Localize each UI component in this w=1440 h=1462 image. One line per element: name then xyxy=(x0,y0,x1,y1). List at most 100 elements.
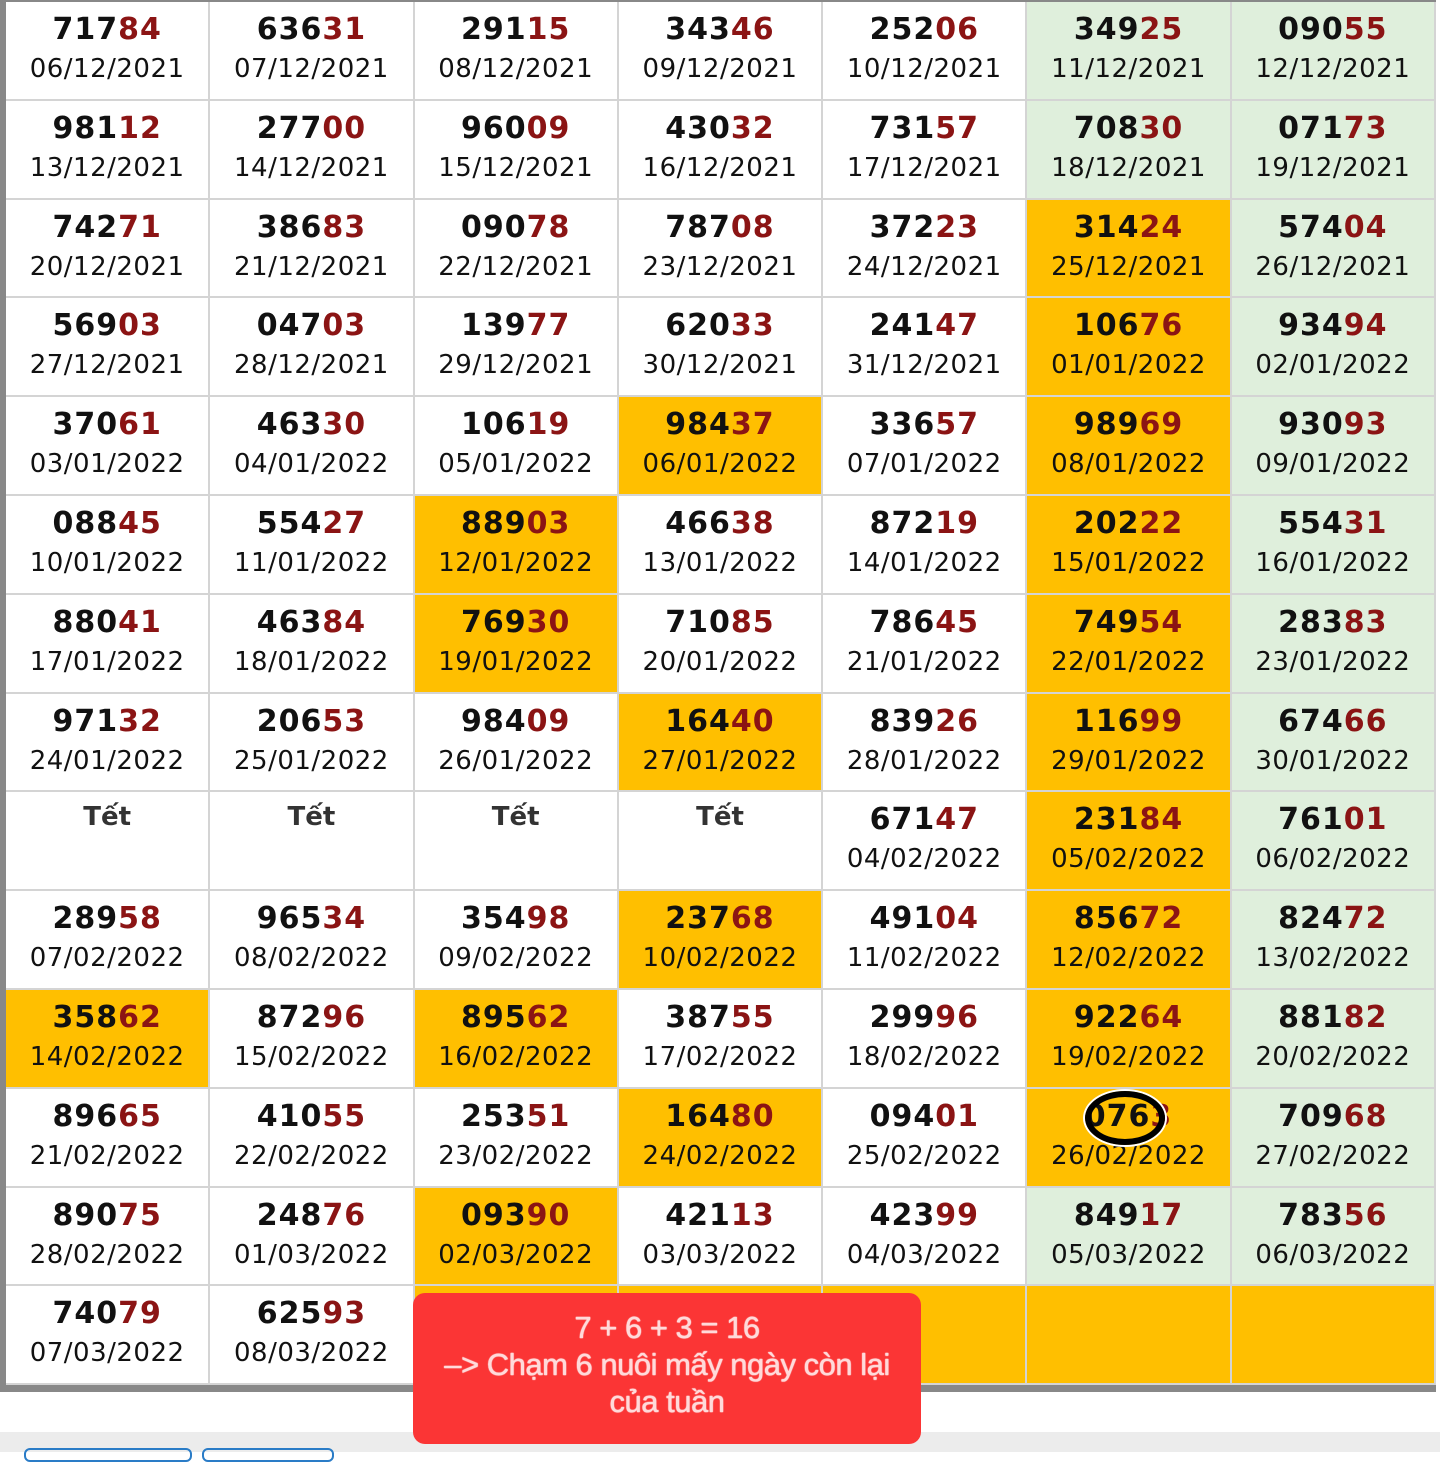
result-number: 76101 xyxy=(1232,802,1434,838)
popup-line: –> Chạm 6 nuôi mấy ngày còn lại xyxy=(444,1347,890,1382)
result-cell: 07173 19/12/2021 xyxy=(1231,100,1436,200)
result-number: 13977 xyxy=(415,308,617,344)
result-cell: 82472 13/02/2022 xyxy=(1231,891,1436,990)
number-head: 252 xyxy=(869,12,936,47)
number-tail: 13 xyxy=(730,1197,775,1233)
number-tail: 98 xyxy=(526,901,571,937)
number-head: 106 xyxy=(461,407,527,443)
number-tail: 78 xyxy=(526,209,571,245)
result-number: 29996 xyxy=(823,1000,1025,1036)
number-tail: 01 xyxy=(935,1098,979,1134)
result-number: 57404 xyxy=(1232,210,1434,246)
result-number: 96009 xyxy=(415,111,617,147)
number-tail: 26 xyxy=(935,703,979,739)
result-date: 22/02/2022 xyxy=(233,1140,389,1171)
result-number: 93494 xyxy=(1232,308,1434,344)
result-number: 84917 xyxy=(1027,1198,1229,1234)
number-tail: 94 xyxy=(1343,308,1388,344)
result-cell: 74079 07/03/2022 xyxy=(6,1286,211,1386)
result-date: 21/01/2022 xyxy=(846,646,1002,677)
result-cell: 87219 14/01/2022 xyxy=(823,495,1028,595)
number-tail: 40 xyxy=(730,703,775,739)
result-date: 09/12/2021 xyxy=(642,54,798,84)
result-date: 03/01/2022 xyxy=(29,449,185,480)
number-head: 872 xyxy=(869,505,936,541)
number-tail: 33 xyxy=(730,308,775,344)
result-number: 33657 xyxy=(823,407,1025,443)
result-date: 29/01/2022 xyxy=(1051,745,1206,776)
result-cell: 10619 05/01/2022 xyxy=(414,397,619,496)
result-cell: 49104 11/02/2022 xyxy=(823,891,1028,990)
result-date: 13/01/2022 xyxy=(642,547,798,578)
number-tail: 09 xyxy=(526,110,571,146)
number-head: 372 xyxy=(869,209,936,245)
number-tail: 64 xyxy=(1139,999,1184,1035)
number-head: 387 xyxy=(665,999,731,1035)
result-date: 07/02/2022 xyxy=(29,943,185,974)
number-tail: 03 xyxy=(322,308,367,344)
result-cell: 88182 20/02/2022 xyxy=(1231,989,1436,1089)
result-number: 76930 xyxy=(415,605,617,641)
result-number: 49104 xyxy=(823,901,1025,937)
number-head: 989 xyxy=(1073,407,1140,443)
result-number: 28383 xyxy=(1232,605,1434,641)
result-date: 04/03/2022 xyxy=(846,1239,1002,1270)
result-date: 25/12/2021 xyxy=(1051,251,1206,282)
number-tail: 32 xyxy=(118,703,162,739)
result-number: 98969 xyxy=(1027,407,1229,443)
number-tail: 19 xyxy=(526,407,571,443)
result-cell: 16480 24/02/2022 xyxy=(618,1088,824,1188)
number-head: 202 xyxy=(1073,505,1140,541)
number-tail: 80 xyxy=(730,1098,775,1134)
number-tail: 51 xyxy=(526,1098,571,1134)
result-date: 17/02/2022 xyxy=(642,1041,798,1072)
number-head: 248 xyxy=(256,1197,323,1233)
result-cell: 28958 07/02/2022 xyxy=(6,891,211,990)
number-head: 358 xyxy=(52,999,119,1035)
result-date: 04/01/2022 xyxy=(233,449,389,480)
result-cell: 63631 07/12/2021 xyxy=(210,2,415,101)
number-tail: 56 xyxy=(1343,1197,1388,1233)
result-date: 22/01/2022 xyxy=(1051,646,1206,677)
result-date: 18/12/2021 xyxy=(1051,152,1206,183)
number-tail: 22 xyxy=(1139,505,1184,541)
result-date: 23/01/2022 xyxy=(1255,646,1411,677)
result-cell: 67466 30/01/2022 xyxy=(1231,693,1436,793)
result-cell: 78645 21/01/2022 xyxy=(823,594,1028,694)
result-number: 98112 xyxy=(6,111,208,147)
result-date: 11/02/2022 xyxy=(846,943,1002,974)
result-number: 55431 xyxy=(1232,506,1434,542)
footer-button[interactable] xyxy=(24,1448,192,1462)
result-number: 23184 xyxy=(1027,802,1229,838)
result-cell: 09055 12/12/2021 xyxy=(1231,2,1436,101)
number-tail: 73 xyxy=(1343,110,1388,146)
result-date: 20/12/2021 xyxy=(29,251,185,282)
number-tail: 55 xyxy=(322,1098,367,1134)
result-number: 41055 xyxy=(210,1099,412,1135)
result-cell: 24876 01/03/2022 xyxy=(210,1187,415,1287)
result-cell: 28383 23/01/2022 xyxy=(1231,594,1436,694)
result-date: 29/12/2021 xyxy=(438,350,594,381)
number-tail: 57 xyxy=(935,110,979,146)
result-date: 27/12/2021 xyxy=(29,350,185,381)
result-date: 16/12/2021 xyxy=(642,152,798,183)
number-head: 336 xyxy=(869,407,936,443)
result-cell: 70968 27/02/2022 xyxy=(1231,1088,1436,1188)
result-date: 04/02/2022 xyxy=(846,844,1002,875)
result-number: 42113 xyxy=(619,1198,821,1234)
footer-button[interactable] xyxy=(202,1448,334,1462)
result-cell: 42399 04/03/2022 xyxy=(823,1187,1028,1287)
result-number: 74954 xyxy=(1027,605,1229,641)
result-date: 28/01/2022 xyxy=(846,745,1002,776)
result-number: 25206 xyxy=(823,12,1025,48)
result-date: 14/02/2022 xyxy=(29,1041,185,1072)
result-cell: 24147 31/12/2021 xyxy=(823,298,1028,398)
result-number: 74271 xyxy=(6,210,208,246)
result-date: 01/01/2022 xyxy=(1051,350,1206,381)
number-head: 786 xyxy=(869,604,936,640)
table-row: 88041 17/01/2022 46384 18/01/2022 76930 19/01… xyxy=(6,594,1436,694)
result-cell: 23184 05/02/2022 xyxy=(1027,792,1232,892)
table-row: 97132 24/01/2022 20653 25/01/2022 98409 26/01… xyxy=(6,693,1436,793)
result-date: 19/12/2021 xyxy=(1255,152,1411,183)
table-row: 98112 13/12/2021 27700 14/12/2021 96009 15/12… xyxy=(6,100,1436,200)
